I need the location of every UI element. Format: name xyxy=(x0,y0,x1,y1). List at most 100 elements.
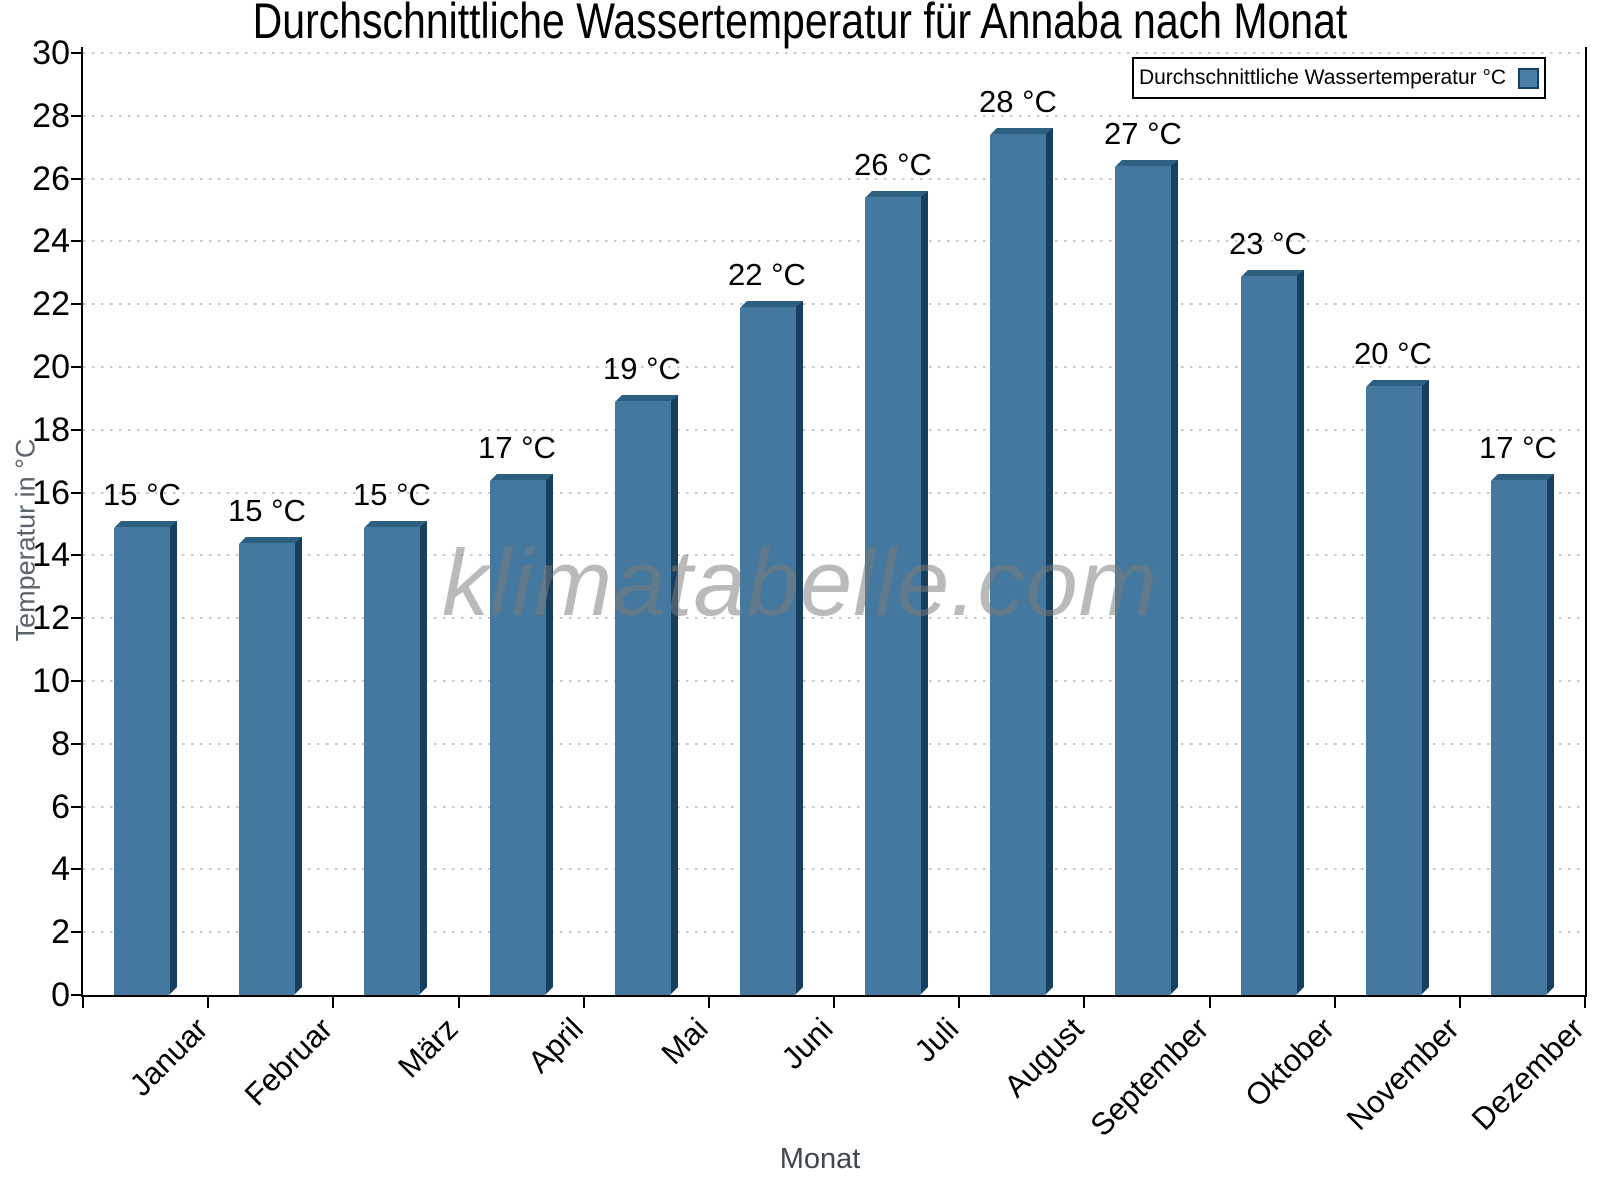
gridline-10 xyxy=(83,680,1585,682)
x-category-label: Februar xyxy=(238,1011,340,1113)
x-axis-title: Monat xyxy=(779,1143,861,1175)
legend: Durchschnittliche Wassertemperatur °C xyxy=(1132,57,1546,99)
bar-value-label: 28 °C xyxy=(979,84,1057,119)
watermark: klimatabelle.com xyxy=(441,530,1159,635)
chart-title: Durchschnittliche Wassertemperatur für A… xyxy=(252,0,1348,49)
plot-right-border xyxy=(1585,47,1587,997)
y-tick-label-20: 20 xyxy=(32,348,70,386)
gridline-26 xyxy=(83,178,1585,180)
bar-dezember xyxy=(1491,474,1554,995)
x-category-label: November xyxy=(1339,1011,1466,1137)
y-tick-label-8: 8 xyxy=(51,725,70,763)
y-tick-28 xyxy=(71,115,83,117)
x-category-label: Juni xyxy=(774,1011,840,1076)
y-tick-30 xyxy=(71,52,83,54)
x-category-label: August xyxy=(997,1011,1091,1104)
y-tick-12 xyxy=(71,617,83,619)
x-tick-3 xyxy=(458,995,460,1008)
y-tick-label-2: 2 xyxy=(51,913,70,951)
y-tick-label-12: 12 xyxy=(32,599,70,637)
y-tick-8 xyxy=(71,743,83,745)
y-tick-6 xyxy=(71,806,83,808)
bar-februar xyxy=(239,537,302,995)
y-tick-label-10: 10 xyxy=(32,662,70,700)
gridline-2 xyxy=(83,931,1585,933)
x-tick-6 xyxy=(833,995,835,1008)
gridline-16 xyxy=(83,492,1585,494)
y-axis-line xyxy=(81,47,83,997)
x-tick-11 xyxy=(1459,995,1461,1008)
bar-value-label: 15 °C xyxy=(353,477,431,512)
x-category-label: März xyxy=(391,1011,465,1085)
y-tick-10 xyxy=(71,680,83,682)
x-category-label: Dezember xyxy=(1464,1011,1591,1137)
y-tick-18 xyxy=(71,429,83,431)
x-tick-2 xyxy=(332,995,334,1008)
x-category-label: September xyxy=(1083,1011,1216,1143)
bar-value-label: 15 °C xyxy=(103,477,181,512)
legend-label: Durchschnittliche Wassertemperatur °C xyxy=(1138,66,1507,89)
y-tick-label-6: 6 xyxy=(51,788,70,826)
bar-januar xyxy=(114,521,177,995)
gridline-24 xyxy=(83,240,1585,242)
gridline-14 xyxy=(83,554,1585,556)
gridline-22 xyxy=(83,303,1585,305)
y-tick-14 xyxy=(71,554,83,556)
y-tick-2 xyxy=(71,931,83,933)
y-tick-label-24: 24 xyxy=(32,222,70,260)
bar-value-label: 26 °C xyxy=(854,147,932,182)
gridline-28 xyxy=(83,115,1585,117)
y-tick-label-28: 28 xyxy=(32,97,70,135)
gridline-20 xyxy=(83,366,1585,368)
x-category-label: Mai xyxy=(654,1011,715,1072)
bar-value-label: 22 °C xyxy=(728,257,806,292)
y-tick-0 xyxy=(71,994,83,996)
x-tick-1 xyxy=(207,995,209,1008)
x-category-label: Januar xyxy=(122,1011,215,1103)
x-tick-4 xyxy=(583,995,585,1008)
y-tick-label-16: 16 xyxy=(32,474,70,512)
gridline-4 xyxy=(83,868,1585,870)
bar-value-label: 20 °C xyxy=(1354,336,1432,371)
y-tick-label-26: 26 xyxy=(32,160,70,198)
gridline-18 xyxy=(83,429,1585,431)
bar-value-label: 23 °C xyxy=(1229,226,1307,261)
bar-september xyxy=(1115,160,1178,995)
y-tick-4 xyxy=(71,868,83,870)
x-category-label: Juli xyxy=(908,1011,966,1069)
y-tick-24 xyxy=(71,240,83,242)
gridline-8 xyxy=(83,743,1585,745)
y-tick-20 xyxy=(71,366,83,368)
bar-value-label: 19 °C xyxy=(603,351,681,386)
gridline-12 xyxy=(83,617,1585,619)
y-tick-label-18: 18 xyxy=(32,411,70,449)
y-tick-label-0: 0 xyxy=(51,976,70,1014)
x-category-label: Oktober xyxy=(1238,1011,1341,1114)
x-tick-7 xyxy=(958,995,960,1008)
y-tick-16 xyxy=(71,492,83,494)
y-tick-label-4: 4 xyxy=(51,850,70,888)
bar-juli xyxy=(865,191,928,995)
bar-april xyxy=(490,474,553,995)
bar-august xyxy=(990,128,1053,995)
y-axis-title: Temperatur in °C xyxy=(10,438,41,642)
gridline-30 xyxy=(83,52,1585,54)
bar-value-label: 17 °C xyxy=(1479,430,1557,465)
bar-november xyxy=(1366,380,1429,995)
y-tick-label-30: 30 xyxy=(32,34,70,72)
bar-value-label: 17 °C xyxy=(478,430,556,465)
y-tick-label-14: 14 xyxy=(32,536,70,574)
legend-swatch-icon xyxy=(1518,67,1540,89)
bar-value-label: 27 °C xyxy=(1104,116,1182,151)
x-tick-12 xyxy=(1584,995,1586,1008)
x-tick-0 xyxy=(82,995,84,1008)
gridline-6 xyxy=(83,806,1585,808)
bar-oktober xyxy=(1241,270,1304,995)
bar-märz xyxy=(364,521,427,995)
y-tick-26 xyxy=(71,178,83,180)
x-category-label: April xyxy=(521,1011,590,1080)
bar-mai xyxy=(615,395,678,995)
x-tick-9 xyxy=(1209,995,1211,1008)
bar-juni xyxy=(740,301,803,995)
